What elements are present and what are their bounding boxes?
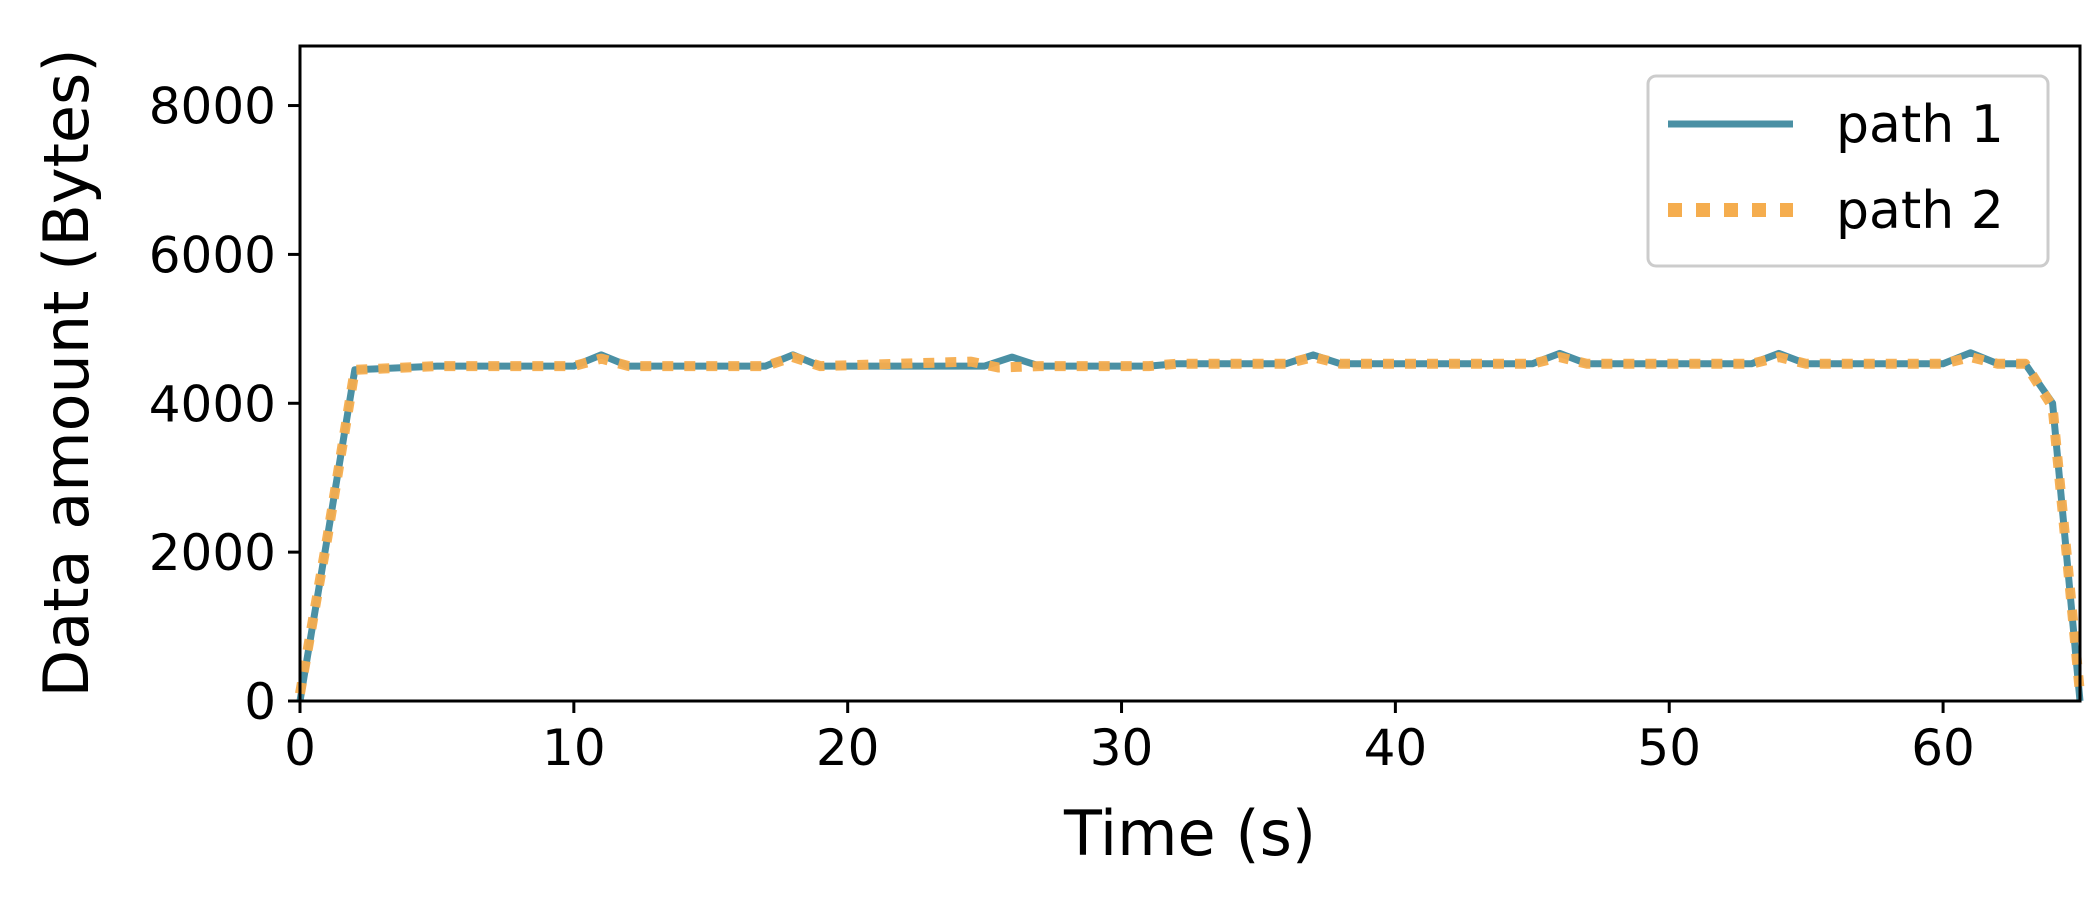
x-tick-label: 10 (542, 719, 606, 777)
series-layer (295, 349, 2085, 702)
y-tick-label: 0 (244, 673, 276, 731)
x-tick-label: 20 (816, 719, 880, 777)
y-tick-label: 8000 (149, 78, 276, 136)
x-tick-label: 40 (1364, 719, 1428, 777)
x-tick-label: 30 (1090, 719, 1154, 777)
x-axis-title: Time (s) (1063, 797, 1316, 870)
y-tick-label: 6000 (149, 226, 276, 284)
x-tick-label: 50 (1637, 719, 1701, 777)
x-tick-label: 0 (284, 719, 316, 777)
plot-area-frame (298, 44, 2082, 703)
legend-label-path-2: path 2 (1836, 181, 2004, 241)
y-tick-label: 4000 (149, 375, 276, 433)
legend: path 1 path 2 (1646, 74, 2050, 268)
ticks-layer: 0 10 20 30 40 50 60 0 2000 4000 6000 8000 (149, 78, 1975, 777)
series-line-path-2 (295, 352, 2085, 695)
legend-label-path-1: path 1 (1836, 95, 2004, 155)
x-tick-label: 60 (1911, 719, 1975, 777)
y-tick-label: 2000 (149, 524, 276, 582)
series-line-path-1 (296, 349, 2084, 702)
y-axis-title: Data amount (Bytes) (30, 48, 103, 697)
